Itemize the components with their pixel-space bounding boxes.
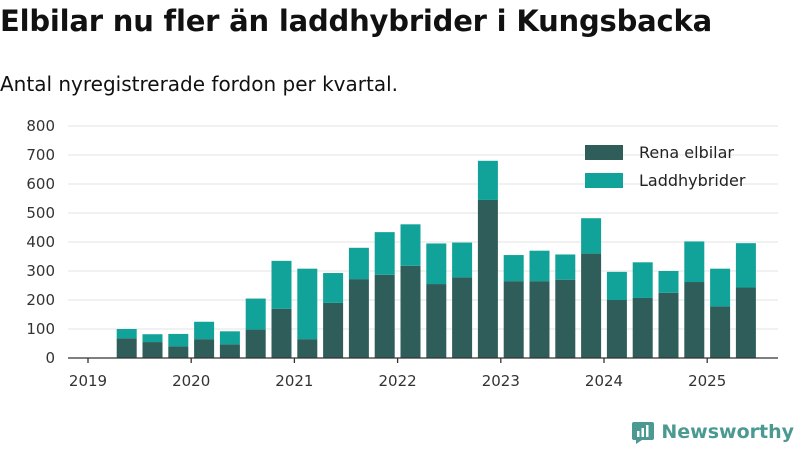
x-tick-label: 2020	[172, 372, 210, 390]
bar-laddhybrider	[400, 224, 421, 266]
x-tick-label: 2021	[275, 372, 313, 390]
axes: 0 100 200 300 400 500 600 700 800 2019 2020 2021 202…	[26, 117, 778, 390]
bar-laddhybrider	[581, 218, 602, 254]
y-tick-label: 400	[26, 233, 55, 251]
bar-laddhybrider	[503, 255, 524, 282]
bar-rena-elbilar	[142, 342, 163, 358]
bar-laddhybrider	[658, 271, 679, 293]
bar-rena-elbilar	[297, 339, 318, 358]
bar-laddhybrider	[477, 160, 498, 200]
bar-laddhybrider	[735, 243, 756, 288]
bar-laddhybrider	[632, 262, 653, 298]
bar-laddhybrider	[555, 254, 576, 280]
legend-label: Laddhybrider	[639, 171, 746, 190]
chart-subtitle: Antal nyregistrerade fordon per kvartal.	[0, 72, 399, 96]
grid-lines	[68, 125, 778, 330]
bar-rena-elbilar	[271, 308, 292, 358]
bar-rena-elbilar	[245, 329, 266, 358]
bar-laddhybrider	[219, 331, 240, 345]
brand-name: Newsworthy	[661, 421, 794, 443]
bar-rena-elbilar	[400, 265, 421, 358]
bar-rena-elbilar	[555, 279, 576, 358]
bar-rena-elbilar	[426, 284, 447, 358]
bar-rena-elbilar	[581, 253, 602, 358]
legend-label: Rena elbilar	[639, 143, 734, 162]
bar-laddhybrider	[245, 298, 266, 330]
bar-rena-elbilar	[632, 297, 653, 358]
bar-rena-elbilar	[194, 339, 215, 358]
y-tick-label: 0	[45, 349, 55, 367]
bar-laddhybrider	[116, 329, 137, 339]
y-tick-label: 600	[26, 175, 55, 193]
legend-swatch	[585, 145, 623, 160]
bar-rena-elbilar	[735, 287, 756, 358]
bar-rena-elbilar	[529, 281, 550, 358]
bar-rena-elbilar	[684, 282, 705, 358]
bar-laddhybrider	[426, 243, 447, 285]
bars	[116, 160, 756, 358]
bar-rena-elbilar	[477, 199, 498, 358]
y-tick-label: 100	[26, 320, 55, 338]
bar-rena-elbilar	[116, 338, 137, 358]
bar-laddhybrider	[297, 268, 318, 340]
bar-rena-elbilar	[710, 306, 731, 358]
bar-rena-elbilar	[374, 274, 395, 358]
bar-laddhybrider	[323, 273, 344, 303]
bar-laddhybrider	[529, 250, 550, 282]
bar-rena-elbilar	[323, 302, 344, 358]
x-tick-label: 2019	[69, 372, 107, 390]
bar-laddhybrider	[271, 260, 292, 309]
bar-laddhybrider	[710, 268, 731, 307]
chart-title: Elbilar nu fler än laddhybrider i Kungsb…	[0, 4, 712, 38]
bar-laddhybrider	[606, 271, 627, 300]
x-tick-label: 2023	[482, 372, 520, 390]
bar-rena-elbilar	[348, 279, 369, 358]
bar-rena-elbilar	[219, 344, 240, 358]
bar-rena-elbilar	[658, 292, 679, 358]
y-tick-label: 500	[26, 204, 55, 222]
x-tick-label: 2022	[379, 372, 417, 390]
bar-rena-elbilar	[606, 300, 627, 358]
newsworthy-logo-icon	[632, 422, 655, 444]
bar-laddhybrider	[684, 241, 705, 283]
bar-rena-elbilar	[452, 277, 473, 358]
bar-laddhybrider	[194, 321, 215, 340]
brand-logo: Newsworthy	[631, 420, 794, 444]
legend-swatch	[585, 173, 623, 188]
bar-rena-elbilar	[168, 346, 189, 358]
legend: Rena elbilar Laddhybrider	[585, 143, 746, 190]
y-tick-label: 300	[26, 262, 55, 280]
bar-laddhybrider	[374, 232, 395, 275]
bar-laddhybrider	[142, 334, 163, 343]
bar-laddhybrider	[348, 247, 369, 280]
x-tick-label: 2024	[585, 372, 623, 390]
y-tick-label: 700	[26, 146, 55, 164]
x-tick-label: 2025	[688, 372, 726, 390]
y-tick-label: 800	[26, 117, 55, 135]
bar-laddhybrider	[168, 333, 189, 347]
bar-rena-elbilar	[503, 281, 524, 358]
y-tick-label: 200	[26, 291, 55, 309]
bar-laddhybrider	[452, 242, 473, 278]
